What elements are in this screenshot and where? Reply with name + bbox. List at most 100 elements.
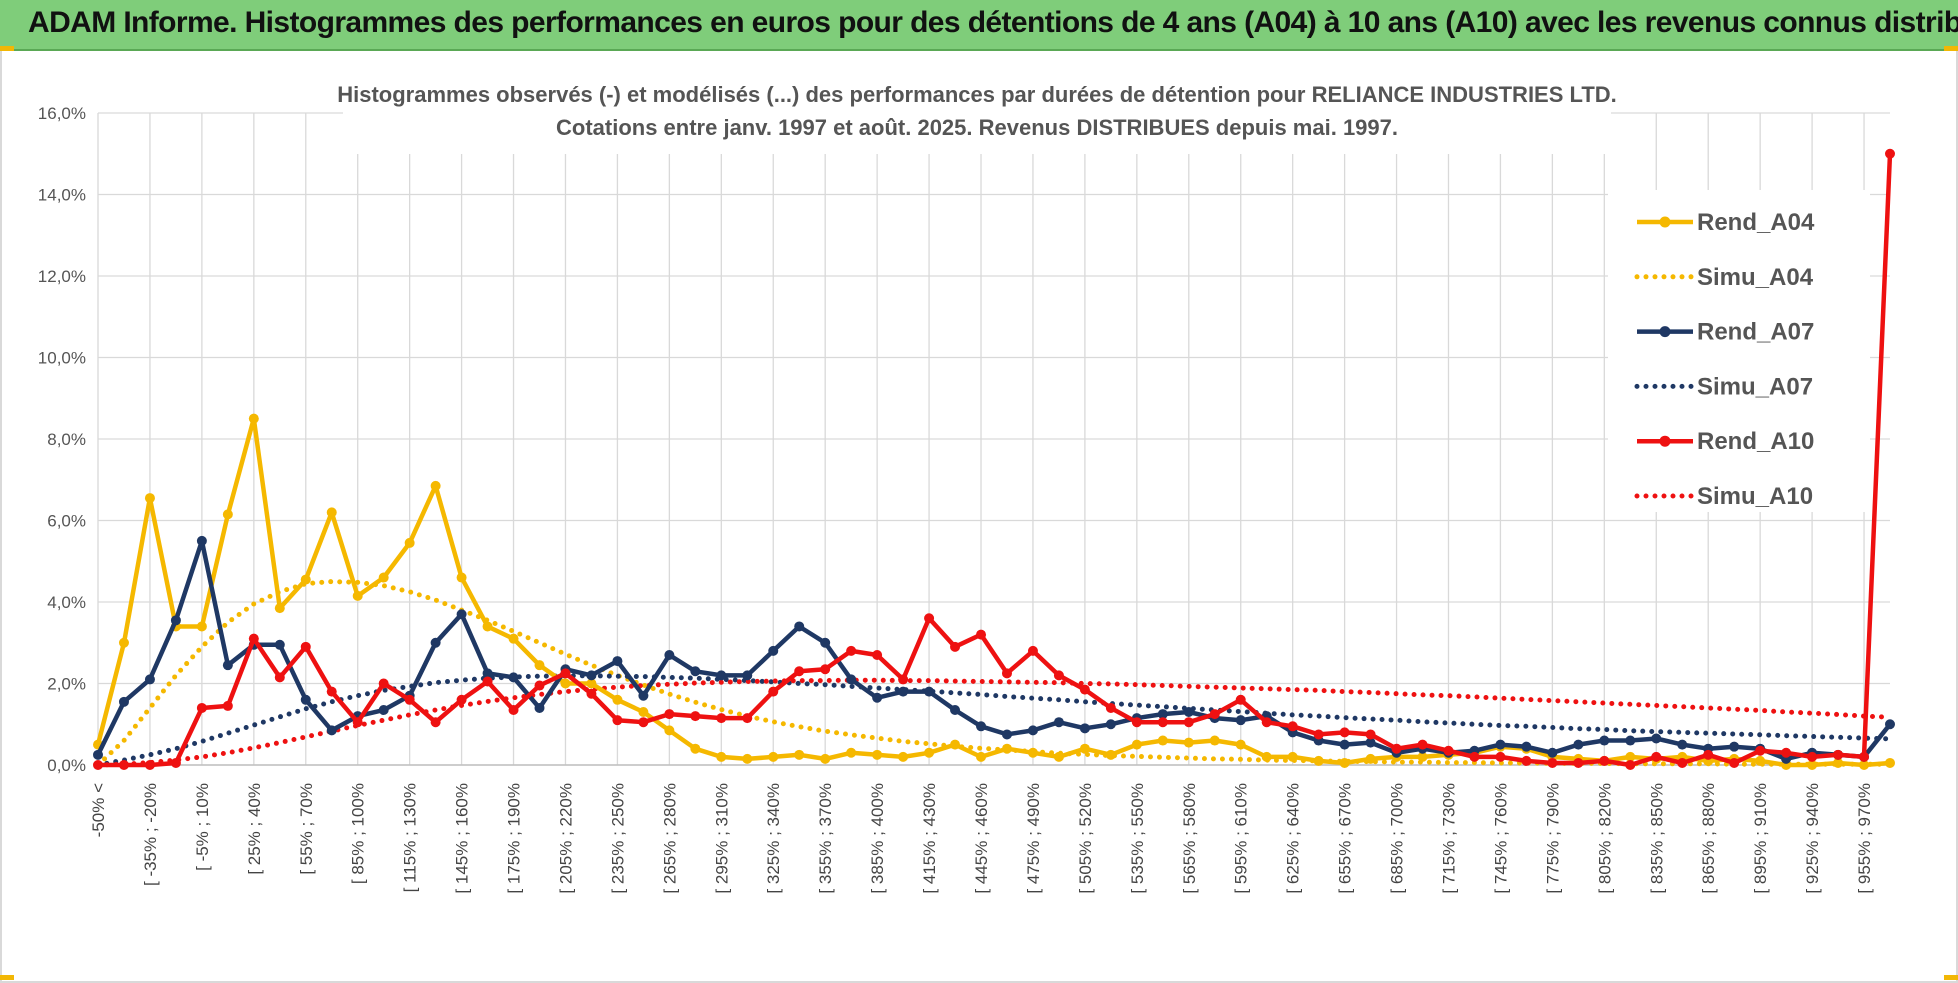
- data-point-rend-a07: [1001, 729, 1012, 740]
- corner-mark: [0, 975, 14, 980]
- data-point-rend-a04: [144, 493, 155, 504]
- data-point-rend-a04: [638, 707, 649, 718]
- data-point-rend-a07: [1365, 737, 1376, 748]
- title-background: [343, 72, 1611, 154]
- data-point-rend-a04: [508, 633, 519, 644]
- data-point-rend-a10: [1105, 702, 1116, 713]
- data-point-rend-a10: [1521, 755, 1532, 766]
- data-point-rend-a10: [612, 715, 623, 726]
- data-point-rend-a04: [1365, 753, 1376, 764]
- x-tick-label: [ 325% ; 340%: [764, 783, 783, 894]
- x-tick-label: [ 595% ; 610%: [1232, 783, 1251, 894]
- data-point-rend-a04: [924, 747, 935, 758]
- data-point-rend-a04: [716, 751, 727, 762]
- data-point-rend-a07: [1677, 739, 1688, 750]
- data-point-rend-a10: [1573, 757, 1584, 768]
- x-tick-label: [ 115% ; 130%: [401, 783, 420, 892]
- data-point-rend-a10: [1209, 709, 1220, 720]
- data-point-rend-a10: [1079, 684, 1090, 695]
- legend-label-rend-a07: Rend_A07: [1697, 319, 1814, 346]
- data-point-rend-a04: [118, 637, 129, 648]
- data-point-rend-a10: [1807, 751, 1818, 762]
- data-point-rend-a07: [456, 609, 467, 620]
- data-point-rend-a04: [222, 509, 233, 520]
- data-point-rend-a10: [1417, 739, 1428, 750]
- legend-label-rend-a10: Rend_A10: [1697, 428, 1814, 455]
- data-point-rend-a10: [144, 760, 155, 770]
- legend-label-simu-a10: Simu_A10: [1697, 483, 1813, 510]
- x-tick-label: [ 355% ; 370%: [816, 783, 835, 894]
- data-point-rend-a04: [248, 413, 259, 424]
- data-point-rend-a04: [352, 590, 363, 601]
- x-tick-label: [ 175% ; 190%: [505, 783, 524, 894]
- data-point-rend-a10: [1391, 743, 1402, 754]
- series-line-rend-a07: [95, 538, 1892, 762]
- data-point-rend-a10: [456, 694, 467, 705]
- data-point-rend-a07: [274, 639, 285, 650]
- x-tick-label: [ 55% ; 70%: [297, 783, 316, 875]
- data-point-rend-a07: [1053, 717, 1064, 728]
- x-tick-label: [ 25% ; 40%: [245, 783, 264, 875]
- data-point-rend-a10: [1131, 717, 1142, 728]
- data-point-rend-a10: [1027, 645, 1038, 656]
- data-point-rend-a04: [1417, 751, 1428, 762]
- x-tick-label: [ 685% ; 700%: [1388, 783, 1407, 894]
- chart-title-line: Cotations entre janv. 1997 et août. 2025…: [556, 115, 1398, 140]
- data-point-rend-a10: [1287, 721, 1298, 732]
- legend-marker-rend-a10: [1659, 435, 1671, 447]
- x-tick-label: [ 85% ; 100%: [349, 783, 368, 884]
- data-point-rend-a07: [1729, 741, 1740, 752]
- y-tick-label: 14,0%: [38, 186, 86, 205]
- data-point-rend-a10: [586, 688, 597, 699]
- series-line-rend-a10: [98, 153, 1893, 768]
- data-point-rend-a10: [1885, 148, 1895, 159]
- y-tick-label: 12,0%: [38, 267, 86, 286]
- data-point-rend-a10: [326, 686, 337, 697]
- data-point-rend-a10: [1495, 751, 1506, 762]
- data-point-rend-a07: [144, 674, 155, 685]
- data-point-rend-a04: [1157, 735, 1168, 746]
- data-point-rend-a10: [898, 674, 909, 685]
- data-point-rend-a07: [846, 674, 857, 685]
- data-point-rend-a04: [1885, 757, 1895, 768]
- data-point-rend-a07: [534, 702, 545, 713]
- data-point-rend-a04: [430, 480, 441, 491]
- x-tick-label: -50% <: [89, 783, 108, 837]
- x-tick-label: [ 295% ; 310%: [712, 783, 731, 894]
- data-point-rend-a04: [1027, 747, 1038, 758]
- data-point-rend-a10: [1833, 749, 1844, 760]
- data-point-rend-a04: [612, 694, 623, 705]
- x-tick-label: [ 145% ; 160%: [453, 783, 472, 894]
- data-point-rend-a10: [1001, 668, 1012, 679]
- data-point-rend-a10: [1859, 751, 1870, 762]
- data-point-rend-a04: [898, 751, 909, 762]
- data-point-rend-a07: [1157, 709, 1168, 720]
- data-point-rend-a10: [664, 709, 675, 720]
- legend-label-rend-a04: Rend_A04: [1697, 209, 1815, 236]
- data-point-rend-a04: [482, 621, 493, 632]
- data-point-rend-a10: [872, 649, 883, 660]
- data-point-rend-a10: [1729, 757, 1740, 768]
- data-point-rend-a07: [196, 535, 207, 546]
- data-point-rend-a07: [508, 672, 519, 683]
- data-point-rend-a07: [93, 749, 103, 760]
- data-point-rend-a04: [378, 572, 389, 583]
- data-point-rend-a07: [638, 690, 649, 701]
- x-tick-label: [ 235% ; 250%: [608, 783, 627, 894]
- data-point-rend-a07: [898, 686, 909, 697]
- data-point-rend-a07: [664, 649, 675, 660]
- data-point-rend-a07: [1183, 707, 1194, 718]
- x-tick-label: [ 805% ; 820%: [1595, 783, 1614, 894]
- data-point-rend-a10: [1547, 757, 1558, 768]
- x-tick-label: [ 535% ; 550%: [1128, 783, 1147, 894]
- report-banner: ADAM Informe. Histogrammes des performan…: [0, 0, 1958, 51]
- y-tick-label: 0,0%: [47, 756, 86, 775]
- data-point-rend-a10: [1235, 694, 1246, 705]
- data-point-rend-a10: [950, 641, 961, 652]
- legend-marker-rend-a07: [1659, 326, 1671, 338]
- data-point-rend-a07: [690, 666, 701, 677]
- data-point-rend-a10: [1781, 747, 1792, 758]
- data-point-rend-a10: [430, 717, 441, 728]
- data-point-rend-a10: [482, 676, 493, 687]
